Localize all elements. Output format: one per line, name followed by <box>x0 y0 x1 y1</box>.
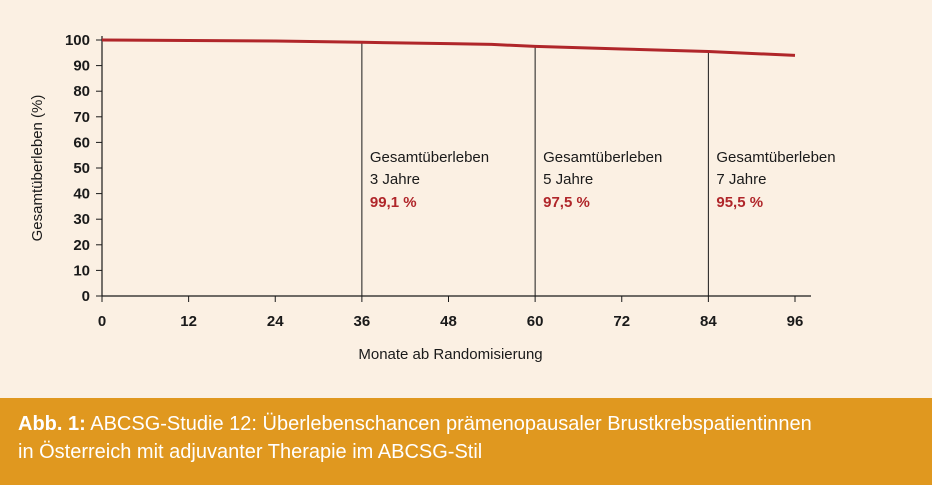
caption-text-1: ABCSG-Studie 12: Überlebenschancen präme… <box>85 413 812 435</box>
x-tick-label: 72 <box>613 313 630 330</box>
annotation-period-0: 3 Jahre <box>370 171 420 188</box>
annotation-value-2: 95,5 % <box>716 194 763 211</box>
y-tick-label: 10 <box>73 262 90 279</box>
y-tick-label: 80 <box>73 83 90 100</box>
y-tick-label: 90 <box>73 58 90 75</box>
y-tick-label: 30 <box>73 211 90 228</box>
x-tick-label: 36 <box>354 313 371 330</box>
annotation-label-1: Gesamtüberleben <box>543 149 662 166</box>
y-tick-label: 50 <box>73 160 90 177</box>
x-tick-label: 60 <box>527 313 544 330</box>
x-tick-label: 0 <box>98 313 106 330</box>
y-tick-label: 70 <box>73 109 90 126</box>
annotation-label-0: Gesamtüberleben <box>370 149 489 166</box>
series-line-0 <box>101 38 796 57</box>
annotation-value-1: 97,5 % <box>543 194 590 211</box>
annotation-label-2: Gesamtüberleben <box>716 149 835 166</box>
y-axis-title: Gesamtüberleben (%) <box>29 95 46 242</box>
y-tick-label: 60 <box>73 134 90 151</box>
annotation-period-1: 5 Jahre <box>543 171 593 188</box>
annotation-period-2: 7 Jahre <box>716 171 766 188</box>
y-tick-label: 100 <box>65 32 90 49</box>
x-tick-label: 96 <box>787 313 804 330</box>
x-axis-title: Monate ab Randomisierung <box>358 346 542 363</box>
figure-caption: Abb. 1: ABCSG-Studie 12: Überlebenschanc… <box>0 398 932 485</box>
chart-area: 0 10 20 30 40 50 60 70 80 90 100 0 12 24 36 48 60 72 84 96 M… <box>29 32 836 363</box>
x-tick-label: 48 <box>440 313 457 330</box>
x-tick-label: 84 <box>700 313 717 330</box>
x-tick-label: 24 <box>267 313 284 330</box>
annotation-value-0: 99,1 % <box>370 194 417 211</box>
caption-line-2: in Österreich mit adjuvanter Therapie im… <box>18 441 483 463</box>
caption-prefix: Abb. 1: <box>18 413 86 435</box>
x-tick-label: 12 <box>180 313 197 330</box>
y-tick-label: 40 <box>73 186 90 203</box>
y-tick-label: 20 <box>73 237 90 254</box>
survival-chart: 0 10 20 30 40 50 60 70 80 90 100 0 12 24 36 48 60 72 84 96 M… <box>29 32 836 363</box>
y-tick-label: 0 <box>82 288 90 305</box>
caption-line-1: Abb. 1: ABCSG-Studie 12: Überlebenschanc… <box>18 410 914 438</box>
